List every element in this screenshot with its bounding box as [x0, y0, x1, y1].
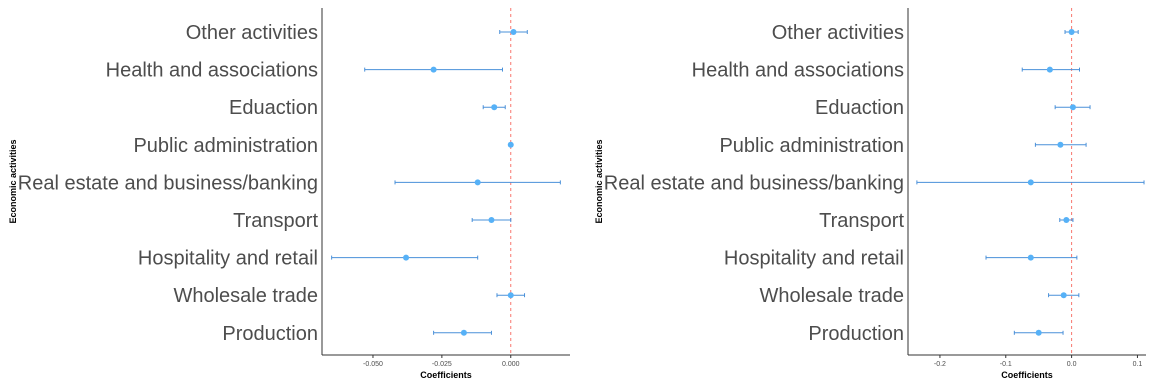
coefficient-point — [1069, 104, 1076, 111]
category-label: Transport — [819, 210, 904, 232]
category-label: Public administration — [133, 135, 318, 157]
category-label: Health and associations — [106, 60, 318, 82]
category-label: Real estate and business/banking — [604, 172, 904, 194]
category-label: Health and associations — [692, 60, 904, 82]
coefficient-point — [1060, 292, 1067, 299]
coefficient-point — [1046, 66, 1053, 73]
x-axis-title: Coefficients — [420, 370, 472, 380]
coefficient-point — [474, 179, 481, 186]
coefficient-point — [510, 29, 517, 35]
category-label: Production — [222, 323, 318, 345]
category-label: Hospitality and retail — [724, 248, 904, 270]
coefficient-point — [403, 254, 410, 261]
coefficient-point — [1068, 29, 1075, 35]
category-label: Other activities — [186, 22, 318, 44]
coefficient-point — [1027, 179, 1034, 186]
coefficient-point — [507, 141, 514, 148]
x-tick-label: 0.000 — [502, 361, 520, 368]
coefficient-point — [460, 329, 467, 336]
coefficient-point — [430, 66, 437, 73]
category-label: Hospitality and retail — [138, 248, 318, 270]
category-label: Real estate and business/banking — [18, 172, 318, 194]
coefficient-point — [507, 292, 514, 299]
x-tick-label: 0.0 — [1067, 361, 1077, 368]
x-tick-label: -0.1 — [1000, 361, 1012, 368]
category-label: Eduaction — [229, 97, 318, 119]
coefficient-point — [1035, 329, 1042, 336]
coefficient-point — [1057, 141, 1064, 148]
x-tick-label: -0.2 — [934, 361, 946, 368]
coefficient-point — [1063, 217, 1070, 223]
category-label: Eduaction — [815, 97, 904, 119]
y-axis-title: Economic activities — [8, 139, 18, 223]
x-axis-title: Coefficients — [1001, 370, 1053, 380]
category-label: Wholesale trade — [759, 285, 904, 307]
y-axis-title: Economic activities — [594, 139, 604, 223]
category-label: Public administration — [719, 135, 904, 157]
x-tick-label: 0.1 — [1133, 361, 1143, 368]
category-label: Transport — [233, 210, 318, 232]
category-label: Wholesale trade — [173, 285, 318, 307]
coefficient-point — [1027, 254, 1034, 261]
category-label: Production — [808, 323, 904, 345]
coefficient-point — [491, 104, 498, 111]
coefficient-point — [488, 217, 495, 223]
x-tick-label: -0.050 — [363, 361, 383, 368]
category-label: Other activities — [772, 22, 904, 44]
x-tick-label: -0.025 — [432, 361, 452, 368]
